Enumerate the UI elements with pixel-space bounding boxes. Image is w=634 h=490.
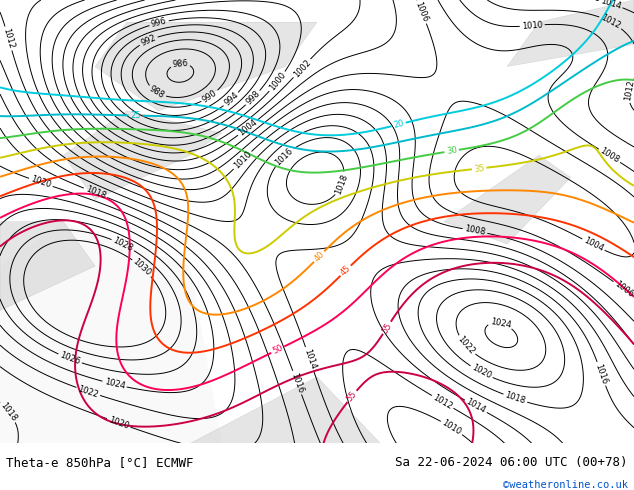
Text: 990: 990 xyxy=(201,88,219,104)
Text: Theta-e 850hPa [°C] ECMWF: Theta-e 850hPa [°C] ECMWF xyxy=(6,456,194,468)
Text: 1020: 1020 xyxy=(107,415,130,431)
Text: 992: 992 xyxy=(139,33,157,48)
Text: 1012: 1012 xyxy=(1,27,16,50)
Text: 996: 996 xyxy=(150,17,168,29)
Text: Sa 22-06-2024 06:00 UTC (00+78): Sa 22-06-2024 06:00 UTC (00+78) xyxy=(395,456,628,468)
Text: 1002: 1002 xyxy=(292,57,313,79)
Text: 1026: 1026 xyxy=(58,351,81,367)
Text: 1020: 1020 xyxy=(470,363,493,381)
Text: 55: 55 xyxy=(380,321,394,335)
Text: 45: 45 xyxy=(339,264,353,277)
Text: ©weatheronline.co.uk: ©weatheronline.co.uk xyxy=(503,480,628,490)
Text: 988: 988 xyxy=(148,84,166,100)
Text: 1028: 1028 xyxy=(112,236,134,253)
Text: 1022: 1022 xyxy=(456,335,477,356)
Text: 998: 998 xyxy=(244,89,262,107)
Text: 20: 20 xyxy=(392,119,405,130)
Text: 1016: 1016 xyxy=(593,362,609,385)
Text: 1010: 1010 xyxy=(521,20,543,31)
Text: 1020: 1020 xyxy=(29,175,52,190)
Text: 55: 55 xyxy=(345,390,359,403)
Text: 1010: 1010 xyxy=(441,418,463,437)
Text: 1000: 1000 xyxy=(268,71,288,93)
Text: 1010: 1010 xyxy=(232,149,253,171)
Text: 1008: 1008 xyxy=(598,147,621,165)
Text: 25: 25 xyxy=(131,111,141,120)
Text: 1004: 1004 xyxy=(582,236,605,253)
Text: 1012: 1012 xyxy=(431,392,454,411)
Text: 1008: 1008 xyxy=(463,224,486,237)
Text: 1014: 1014 xyxy=(302,347,317,370)
Text: 1018: 1018 xyxy=(334,172,350,196)
Text: 1022: 1022 xyxy=(77,384,100,399)
Text: 1014: 1014 xyxy=(599,0,622,11)
Text: 1012: 1012 xyxy=(599,13,622,31)
Text: 1024: 1024 xyxy=(489,317,512,330)
Text: 1006: 1006 xyxy=(612,279,634,299)
Text: 1014: 1014 xyxy=(465,397,488,416)
Text: 1016: 1016 xyxy=(273,146,295,167)
Text: 40: 40 xyxy=(312,250,326,264)
Text: 1004: 1004 xyxy=(237,118,259,138)
Text: 50: 50 xyxy=(271,343,285,356)
Text: 1018: 1018 xyxy=(0,401,18,423)
Text: 1006: 1006 xyxy=(413,0,430,24)
Text: 994: 994 xyxy=(223,91,240,108)
Text: 1018: 1018 xyxy=(504,391,527,406)
Text: 1016: 1016 xyxy=(289,371,305,394)
Text: 1012: 1012 xyxy=(624,79,634,101)
Text: 1018: 1018 xyxy=(84,185,107,201)
Text: 35: 35 xyxy=(474,164,485,173)
Text: 1024: 1024 xyxy=(103,377,126,391)
Text: 1030: 1030 xyxy=(131,257,153,278)
Text: 30: 30 xyxy=(446,146,458,156)
Text: 986: 986 xyxy=(172,59,188,69)
